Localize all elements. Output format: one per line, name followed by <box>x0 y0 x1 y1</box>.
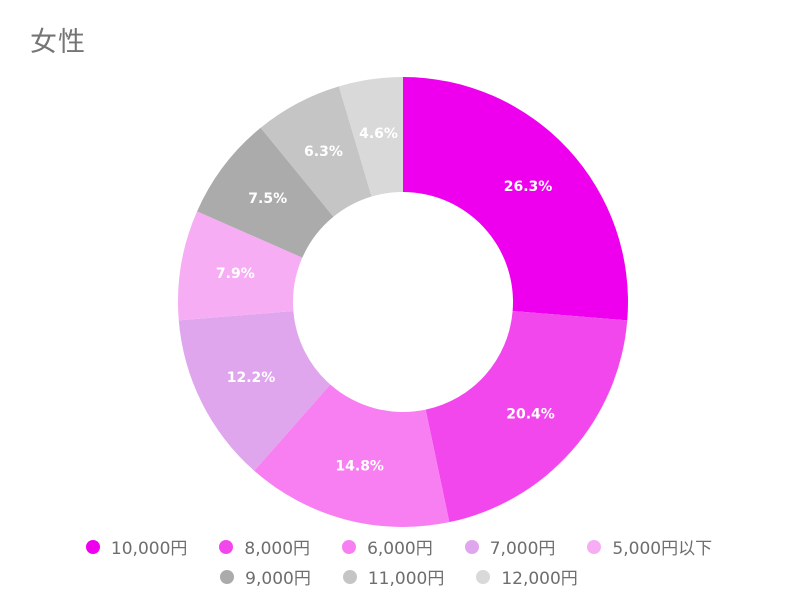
pie-slice-4 <box>178 310 331 471</box>
slice-label-8: 4.6% <box>359 126 398 142</box>
pie-slice-1 <box>403 77 629 321</box>
pie-slice-2 <box>425 310 628 523</box>
slice-label-6: 7.5% <box>248 191 287 207</box>
legend-item: 9,000円 <box>220 564 311 589</box>
chart-legend: 10,000円 8,000円 6,000円 7,000円 5,000円以下 9,000円 1… <box>0 534 798 594</box>
legend-row-2: 9,000円 11,000円 12,000円 <box>0 564 798 589</box>
legend-dot-icon <box>219 539 234 554</box>
legend-row-1: 10,000円 8,000円 6,000円 7,000円 5,000円以下 <box>0 534 798 559</box>
legend-item: 7,000円 <box>464 534 556 559</box>
legend-item: 11,000円 <box>342 564 445 589</box>
slice-label-1: 26.3% <box>504 179 553 195</box>
slice-label-7: 6.3% <box>304 144 343 160</box>
pie-slice-8 <box>338 77 403 197</box>
legend-dot-icon <box>220 569 235 584</box>
slice-label-5: 7.9% <box>216 266 255 282</box>
slice-label-2: 20.4% <box>506 406 555 422</box>
pie-slice-6 <box>197 127 334 258</box>
legend-dot-icon <box>587 539 602 554</box>
legend-label: 12,000円 <box>501 569 578 589</box>
legend-label: 6,000円 <box>367 539 433 559</box>
legend-label: 8,000円 <box>244 539 311 559</box>
legend-label: 5,000円以下 <box>612 539 713 559</box>
pie-slice-7 <box>260 86 372 217</box>
legend-item: 10,000円 <box>85 534 188 559</box>
legend-dot-icon <box>476 569 491 584</box>
pie-slice-3 <box>254 384 450 527</box>
legend-dot-icon <box>464 539 479 554</box>
donut-chart: 26.3% 20.4% 14.8% 12.2% 7.9% 7.5% 6.3% 4.6% <box>177 77 629 527</box>
legend-dot-icon <box>342 569 357 584</box>
legend-item: 5,000円以下 <box>587 534 712 559</box>
legend-label: 10,000円 <box>110 539 188 559</box>
legend-dot-icon <box>85 539 100 554</box>
slice-label-4: 12.2% <box>227 370 276 386</box>
legend-dot-icon <box>342 539 357 554</box>
legend-label: 7,000円 <box>489 539 556 559</box>
legend-item: 12,000円 <box>476 564 578 589</box>
slice-label-3: 14.8% <box>335 458 384 474</box>
chart-title: 女性 <box>30 27 86 58</box>
legend-item: 6,000円 <box>342 534 433 559</box>
legend-item: 8,000円 <box>219 534 310 559</box>
pie-slice-5 <box>177 211 303 321</box>
legend-label: 11,000円 <box>367 569 445 589</box>
legend-label: 9,000円 <box>245 569 311 589</box>
